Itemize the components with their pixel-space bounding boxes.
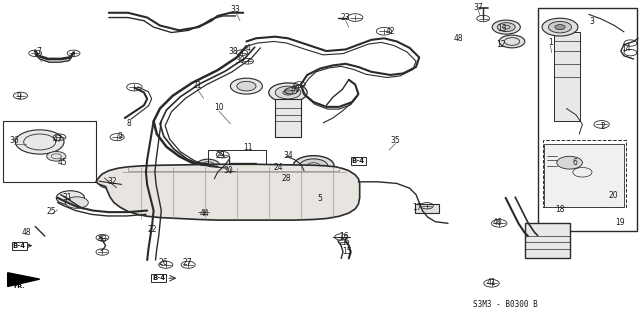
Text: 36: 36 — [9, 136, 19, 145]
Text: 19: 19 — [614, 218, 625, 227]
Text: 40: 40 — [291, 85, 301, 94]
Text: 32: 32 — [107, 177, 117, 186]
Text: 11: 11 — [244, 143, 253, 152]
Text: 13: 13 — [497, 24, 508, 33]
Text: 22: 22 — [148, 225, 157, 234]
Text: 1: 1 — [548, 38, 553, 47]
Text: B-4: B-4 — [352, 158, 365, 164]
Circle shape — [548, 21, 572, 33]
Bar — [543, 140, 626, 207]
Bar — [538, 8, 637, 231]
Text: FR.: FR. — [13, 284, 25, 289]
Text: 30: 30 — [223, 166, 233, 174]
Text: 4: 4 — [246, 44, 251, 53]
Text: 35: 35 — [390, 136, 401, 145]
Bar — [415, 204, 439, 213]
Text: 23: 23 — [340, 13, 351, 22]
Bar — [208, 150, 266, 172]
Text: 48: 48 — [454, 34, 464, 43]
Text: 21: 21 — [193, 81, 202, 90]
Polygon shape — [96, 164, 360, 220]
Text: S3M3 - B0300 B: S3M3 - B0300 B — [473, 300, 538, 309]
Text: 44: 44 — [200, 209, 210, 218]
Bar — [544, 144, 624, 207]
Text: 10: 10 — [214, 103, 224, 112]
Text: 16: 16 — [339, 232, 349, 241]
Text: 29: 29 — [216, 151, 226, 160]
Text: 47: 47 — [52, 135, 63, 144]
Text: 41: 41 — [486, 278, 497, 287]
Circle shape — [300, 159, 328, 173]
Circle shape — [499, 35, 525, 48]
Circle shape — [65, 197, 88, 208]
Circle shape — [202, 162, 214, 168]
Text: 20: 20 — [608, 191, 618, 200]
Text: 25: 25 — [46, 207, 56, 216]
Polygon shape — [8, 273, 40, 286]
Text: 46: 46 — [493, 218, 503, 227]
Text: B-4: B-4 — [13, 243, 26, 249]
Text: 15: 15 — [342, 247, 352, 256]
Bar — [525, 223, 570, 258]
Text: 31: 31 — [62, 193, 72, 202]
Text: 48: 48 — [22, 228, 32, 237]
Text: 17: 17 — [412, 204, 422, 212]
Circle shape — [293, 156, 334, 176]
Text: 37: 37 — [473, 3, 483, 11]
Circle shape — [237, 81, 256, 91]
Text: 18: 18 — [556, 205, 564, 214]
Text: 24: 24 — [273, 163, 284, 172]
Text: 3: 3 — [589, 17, 594, 26]
Circle shape — [269, 83, 307, 102]
Text: 42: 42 — [385, 27, 396, 36]
Circle shape — [555, 25, 565, 30]
Text: 38: 38 — [228, 48, 238, 56]
Circle shape — [542, 18, 578, 36]
Text: 5: 5 — [317, 194, 323, 203]
Circle shape — [307, 162, 320, 168]
Text: 6: 6 — [572, 158, 577, 167]
Circle shape — [283, 90, 293, 95]
Circle shape — [15, 130, 64, 154]
Text: 2: 2 — [600, 122, 605, 131]
Text: 9: 9 — [118, 132, 123, 141]
Text: 7: 7 — [36, 47, 41, 56]
Text: 28: 28 — [282, 174, 291, 182]
Text: 14: 14 — [621, 44, 631, 53]
Circle shape — [196, 159, 220, 171]
Text: 43: 43 — [97, 235, 108, 244]
Text: 33: 33 — [230, 5, 241, 14]
Bar — [554, 32, 580, 121]
Bar — [275, 99, 301, 137]
Circle shape — [492, 20, 520, 34]
Text: 27: 27 — [182, 258, 192, 267]
Circle shape — [99, 177, 122, 189]
Circle shape — [497, 23, 515, 32]
Circle shape — [275, 86, 301, 99]
Circle shape — [56, 191, 84, 205]
Text: B-4: B-4 — [152, 275, 165, 281]
Text: 26: 26 — [158, 258, 168, 267]
Text: 12: 12 — [496, 40, 505, 48]
Text: 34: 34 — [283, 151, 293, 160]
Circle shape — [298, 158, 330, 174]
Text: 8: 8 — [127, 119, 132, 128]
Circle shape — [230, 78, 262, 94]
Text: 39: 39 — [235, 56, 245, 65]
Text: 9: 9 — [17, 92, 22, 101]
Bar — [3, 121, 96, 182]
Text: 45: 45 — [57, 158, 67, 167]
Circle shape — [302, 159, 325, 171]
Circle shape — [557, 156, 582, 169]
Circle shape — [47, 152, 66, 161]
